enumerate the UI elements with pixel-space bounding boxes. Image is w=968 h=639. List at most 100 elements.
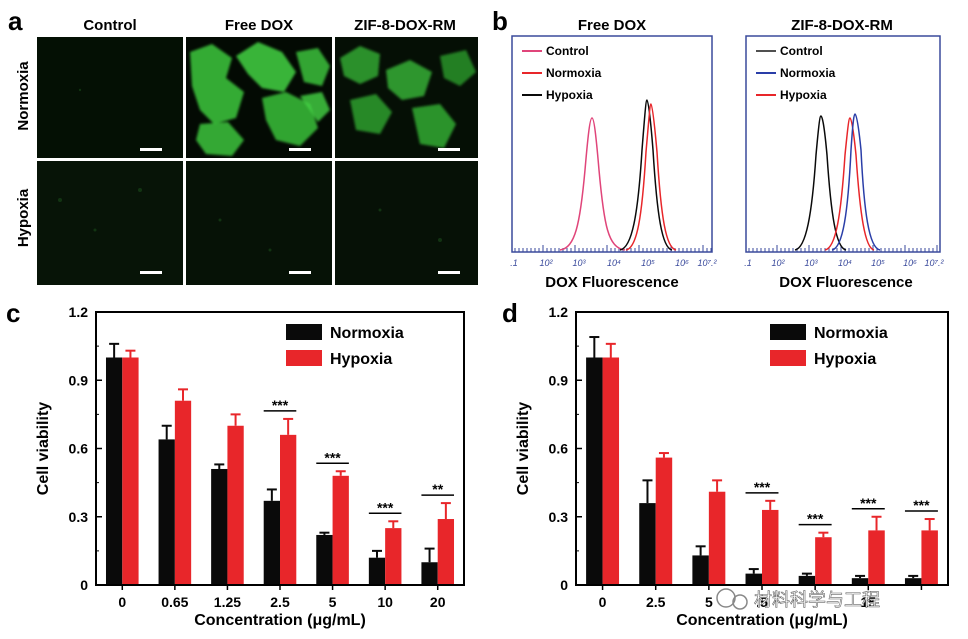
microscopy-grid <box>36 36 479 286</box>
xtick-c-5: 10 <box>377 594 393 610</box>
micro-col-label-control: Control <box>83 17 136 34</box>
legend-label-d-1: Hypoxia <box>814 351 876 368</box>
ytick-d-2: 0.6 <box>549 441 569 457</box>
xtick-c-4: 5 <box>329 594 337 610</box>
bar-c-normoxia-6 <box>421 562 438 585</box>
bar-c-hypoxia-4 <box>332 475 349 585</box>
flow-xtick-left-5: 10⁶ <box>675 258 689 268</box>
flow-title-right: ZIF-8-DOX-RM <box>791 17 893 34</box>
legend-swatch-c-1 <box>286 350 322 366</box>
bar-d-normoxia-3 <box>745 573 762 585</box>
legend-label-d-0: Normoxia <box>814 325 888 342</box>
micro-image-control-normoxia <box>37 37 183 158</box>
xtick-c-1: 0.65 <box>161 594 188 610</box>
flow-legend-right-normoxia: Normoxia <box>780 66 836 80</box>
flow-ticks-left <box>514 245 712 252</box>
bar-c-normoxia-4 <box>316 534 333 585</box>
flow-title-left: Free DOX <box>578 17 646 34</box>
flow-legend-right-control: Control <box>780 44 823 58</box>
panel-letter-b: b <box>492 6 508 36</box>
bar-c-hypoxia-5 <box>385 528 402 585</box>
xtick-d-3: .5 <box>756 594 768 610</box>
legend-label-c-0: Normoxia <box>330 325 404 342</box>
flow-frame-right <box>745 35 941 253</box>
flow-legend-left-normoxia: Normoxia <box>546 66 602 80</box>
flow-legend-right-hypoxia: Hypoxia <box>780 88 827 102</box>
xtick-c-3: 2.5 <box>270 594 290 610</box>
bar-c-normoxia-5 <box>368 557 386 585</box>
flow-xtick-right-0: .1 <box>744 258 752 268</box>
bar-d-hypoxia-1 <box>655 457 673 585</box>
flow-histogram-right: Control Normoxia Hypoxia .1 10² 10³ 10⁴ … <box>744 35 945 291</box>
micro-image-freedox-hypoxia <box>186 161 332 285</box>
ylabel-c: Cell viability <box>35 402 52 495</box>
ytick-d-3: 0.9 <box>549 372 569 388</box>
bar-d-normoxia-0 <box>586 357 603 585</box>
xtick-c-2: 1.25 <box>214 594 241 610</box>
flow-xtick-left-1: 10² <box>539 258 553 268</box>
significance-label-c-3: ** <box>432 481 443 497</box>
legend-swatch-d-0 <box>770 324 806 340</box>
bar-d-hypoxia-6 <box>921 530 938 585</box>
bar-c-normoxia-3 <box>263 500 280 585</box>
flow-histogram-left: Control Normoxia Hypoxia .1 10² 10³ 10⁴ … <box>510 35 718 291</box>
flow-curve-control-right <box>794 115 847 251</box>
xtick-d-2: 5 <box>705 594 713 610</box>
flow-xtick-left-2: 10³ <box>572 258 586 268</box>
flow-curve-normoxia-left <box>625 103 677 251</box>
flow-xtick-right-6: 10⁷.² <box>925 258 945 268</box>
bar-d-normoxia-2 <box>692 555 709 585</box>
significance-label-d-3: *** <box>913 497 930 513</box>
significance-label-c-1: *** <box>324 449 341 465</box>
xtick-c-0: 0 <box>118 594 126 610</box>
flow-xlabel-left: DOX Fluorescence <box>545 274 678 291</box>
flow-legend-left-control: Control <box>546 44 589 58</box>
bar-d-hypoxia-0 <box>602 357 620 585</box>
bar-c-hypoxia-0 <box>122 357 139 585</box>
flow-xtick-left-3: 10⁴ <box>607 258 621 268</box>
ytick-d-1: 0.3 <box>549 509 569 525</box>
bar-c-hypoxia-1 <box>174 400 192 585</box>
panel-letter-c: c <box>6 298 20 328</box>
flow-curve-hypoxia-right <box>824 117 875 251</box>
flow-xtick-right-1: 10² <box>771 258 785 268</box>
bar-d-hypoxia-3 <box>762 509 779 585</box>
ytick-c-2: 0.6 <box>69 441 89 457</box>
legend-swatch-d-1 <box>770 350 806 366</box>
flow-xtick-right-5: 10⁶ <box>903 258 917 268</box>
significance-label-c-2: *** <box>377 499 394 515</box>
significance-label-d-1: *** <box>807 511 824 527</box>
flow-xtick-left-6: 10⁷.² <box>698 258 718 268</box>
micro-row-label-normoxia: Normoxia <box>15 61 32 131</box>
scale-bars <box>140 148 460 274</box>
flow-xlabel-right: DOX Fluorescence <box>779 274 912 291</box>
xlabel-d: Concentration (μg/mL) <box>676 612 848 629</box>
ytick-d-0: 0 <box>560 577 568 593</box>
ytick-c-0: 0 <box>80 577 88 593</box>
bar-c-normoxia-0 <box>105 357 123 585</box>
xtick-d-1: 2.5 <box>646 594 666 610</box>
ytick-c-3: 0.9 <box>69 372 89 388</box>
watermark-text: 材料科学与工程 <box>754 590 880 611</box>
flow-legend-left-hypoxia: Hypoxia <box>546 88 593 102</box>
panel-letter-a: a <box>8 6 23 36</box>
ylabel-d: Cell viability <box>515 402 532 495</box>
significance-label-d-0: *** <box>754 479 771 495</box>
flow-curve-control-left <box>559 117 626 251</box>
flow-xtick-left-4: 10⁵ <box>641 258 655 268</box>
bar-c-hypoxia-3 <box>280 434 297 585</box>
bar-c-normoxia-1 <box>158 439 175 585</box>
significance-label-d-2: *** <box>860 495 877 511</box>
flow-xtick-right-4: 10⁵ <box>871 258 885 268</box>
xlabel-c: Concentration (μg/mL) <box>194 612 366 629</box>
bar-d-normoxia-4 <box>798 575 816 585</box>
bar-d-hypoxia-2 <box>708 491 726 585</box>
flow-xtick-right-3: 10⁴ <box>838 258 852 268</box>
flow-xtick-left-0: .1 <box>510 258 518 268</box>
ytick-c-4: 1.2 <box>69 304 89 320</box>
bar-c-normoxia-2 <box>211 468 228 585</box>
wechat-icon <box>716 588 736 608</box>
legend-swatch-c-0 <box>286 324 322 340</box>
micro-row-label-hypoxia: Hypoxia <box>15 188 32 247</box>
